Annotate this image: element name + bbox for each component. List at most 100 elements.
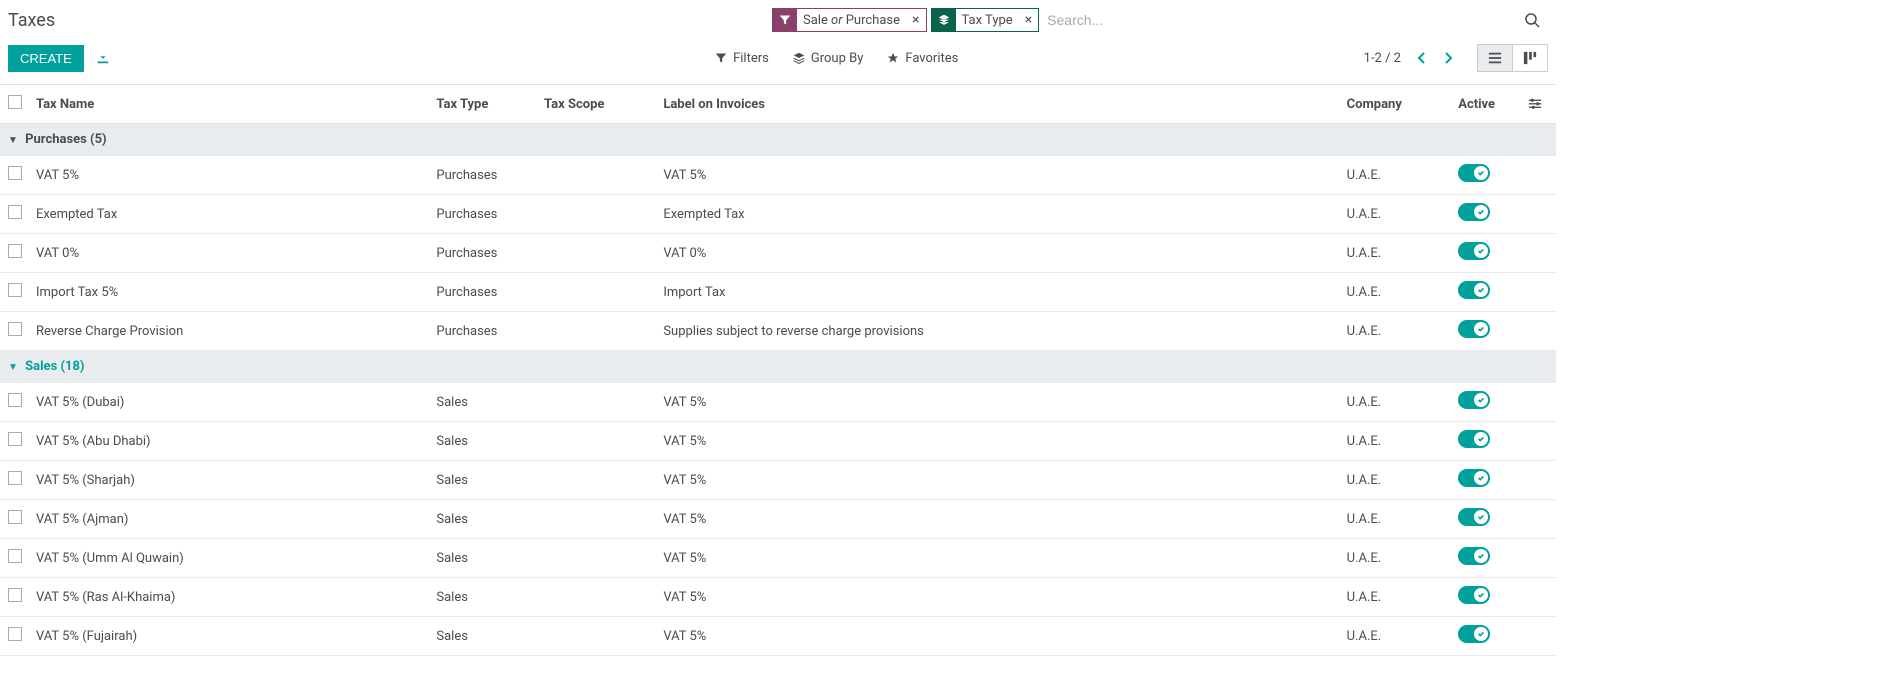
cell-type: Purchases (428, 312, 536, 351)
col-header-label[interactable]: Label on Invoices (655, 85, 1338, 124)
table-row[interactable]: VAT 5% (Ajman)SalesVAT 5%U.A.E. (0, 500, 1556, 539)
cell-scope (536, 312, 655, 351)
row-checkbox[interactable] (8, 588, 22, 602)
create-button[interactable]: CREATE (8, 45, 84, 72)
col-settings-icon[interactable] (1520, 85, 1556, 124)
groupby-label: Group By (811, 51, 864, 66)
filter-facet-label: Sale or Purchase (797, 13, 906, 28)
active-toggle[interactable] (1458, 469, 1490, 487)
select-all-checkbox[interactable] (8, 95, 22, 109)
active-toggle[interactable] (1458, 547, 1490, 565)
cell-label: VAT 0% (655, 234, 1338, 273)
cell-active (1450, 383, 1520, 422)
row-checkbox[interactable] (8, 244, 22, 258)
cell-company: U.A.E. (1339, 234, 1451, 273)
table-row[interactable]: Exempted TaxPurchasesExempted TaxU.A.E. (0, 195, 1556, 234)
table-row[interactable]: VAT 5% (Sharjah)SalesVAT 5%U.A.E. (0, 461, 1556, 500)
active-toggle[interactable] (1458, 164, 1490, 182)
search-input[interactable] (1039, 8, 1516, 32)
cell-type: Sales (428, 539, 536, 578)
filters-button[interactable]: Filters (715, 51, 769, 66)
search-icon[interactable] (1516, 8, 1548, 32)
group-header[interactable]: ▼ Sales (18) (0, 351, 1556, 383)
row-checkbox[interactable] (8, 322, 22, 336)
active-toggle[interactable] (1458, 508, 1490, 526)
active-toggle[interactable] (1458, 281, 1490, 299)
row-checkbox[interactable] (8, 471, 22, 485)
active-toggle[interactable] (1458, 625, 1490, 643)
cell-label: VAT 5% (655, 539, 1338, 578)
cell-active (1450, 539, 1520, 578)
cell-type: Sales (428, 617, 536, 656)
list-view-button[interactable] (1478, 45, 1512, 71)
cell-label: Supplies subject to reverse charge provi… (655, 312, 1338, 351)
row-checkbox[interactable] (8, 627, 22, 641)
table-row[interactable]: VAT 5% (Umm Al Quwain)SalesVAT 5%U.A.E. (0, 539, 1556, 578)
cell-label: VAT 5% (655, 500, 1338, 539)
cell-company: U.A.E. (1339, 461, 1451, 500)
cell-scope (536, 273, 655, 312)
row-checkbox[interactable] (8, 510, 22, 524)
cell-active (1450, 617, 1520, 656)
cell-label: VAT 5% (655, 383, 1338, 422)
active-toggle[interactable] (1458, 242, 1490, 260)
cell-label: VAT 5% (655, 578, 1338, 617)
cell-type: Purchases (428, 156, 536, 195)
table-row[interactable]: VAT 5% (Dubai)SalesVAT 5%U.A.E. (0, 383, 1556, 422)
funnel-icon (773, 9, 797, 31)
group-header[interactable]: ▼ Purchases (5) (0, 124, 1556, 156)
layers-icon (793, 52, 805, 64)
cell-active (1450, 500, 1520, 539)
favorites-button[interactable]: Favorites (887, 51, 958, 66)
table-row[interactable]: VAT 5%PurchasesVAT 5%U.A.E. (0, 156, 1556, 195)
table-row[interactable]: Reverse Charge ProvisionPurchasesSupplie… (0, 312, 1556, 351)
active-toggle[interactable] (1458, 320, 1490, 338)
funnel-icon (715, 52, 727, 64)
row-checkbox[interactable] (8, 205, 22, 219)
row-checkbox[interactable] (8, 393, 22, 407)
col-header-active[interactable]: Active (1450, 85, 1520, 124)
pager-prev-icon[interactable] (1409, 47, 1435, 69)
table-row[interactable]: VAT 0%PurchasesVAT 0%U.A.E. (0, 234, 1556, 273)
col-header-name[interactable]: Tax Name (32, 85, 428, 124)
cell-company: U.A.E. (1339, 312, 1451, 351)
list-icon (1488, 51, 1502, 65)
group-facet-label: Tax Type (956, 13, 1019, 28)
close-icon[interactable]: × (906, 12, 925, 28)
col-header-scope[interactable]: Tax Scope (536, 85, 655, 124)
favorites-label: Favorites (905, 51, 958, 66)
group-facet[interactable]: Tax Type × (931, 8, 1040, 32)
search-area: Sale or Purchase × Tax Type × (772, 8, 1548, 32)
table-row[interactable]: VAT 5% (Fujairah)SalesVAT 5%U.A.E. (0, 617, 1556, 656)
cell-label: VAT 5% (655, 617, 1338, 656)
active-toggle[interactable] (1458, 430, 1490, 448)
row-checkbox[interactable] (8, 549, 22, 563)
cell-scope (536, 422, 655, 461)
taxes-table: Tax Name Tax Type Tax Scope Label on Inv… (0, 85, 1556, 656)
active-toggle[interactable] (1458, 391, 1490, 409)
table-row[interactable]: VAT 5% (Abu Dhabi)SalesVAT 5%U.A.E. (0, 422, 1556, 461)
row-checkbox[interactable] (8, 166, 22, 180)
close-icon[interactable]: × (1019, 12, 1038, 28)
active-toggle[interactable] (1458, 203, 1490, 221)
cell-scope (536, 578, 655, 617)
cell-active (1450, 273, 1520, 312)
filter-facet[interactable]: Sale or Purchase × (772, 8, 927, 32)
active-toggle[interactable] (1458, 586, 1490, 604)
kanban-view-button[interactable] (1512, 45, 1547, 71)
groupby-button[interactable]: Group By (793, 51, 864, 66)
cell-scope (536, 500, 655, 539)
col-header-company[interactable]: Company (1339, 85, 1451, 124)
cell-active (1450, 422, 1520, 461)
download-icon[interactable] (96, 51, 110, 65)
col-header-type[interactable]: Tax Type (428, 85, 536, 124)
cell-active (1450, 461, 1520, 500)
table-row[interactable]: Import Tax 5%PurchasesImport TaxU.A.E. (0, 273, 1556, 312)
row-checkbox[interactable] (8, 283, 22, 297)
table-row[interactable]: VAT 5% (Ras Al-Khaima)SalesVAT 5%U.A.E. (0, 578, 1556, 617)
row-checkbox[interactable] (8, 432, 22, 446)
cell-label: Import Tax (655, 273, 1338, 312)
cell-company: U.A.E. (1339, 578, 1451, 617)
pager-next-icon[interactable] (1435, 47, 1461, 69)
cell-type: Sales (428, 422, 536, 461)
